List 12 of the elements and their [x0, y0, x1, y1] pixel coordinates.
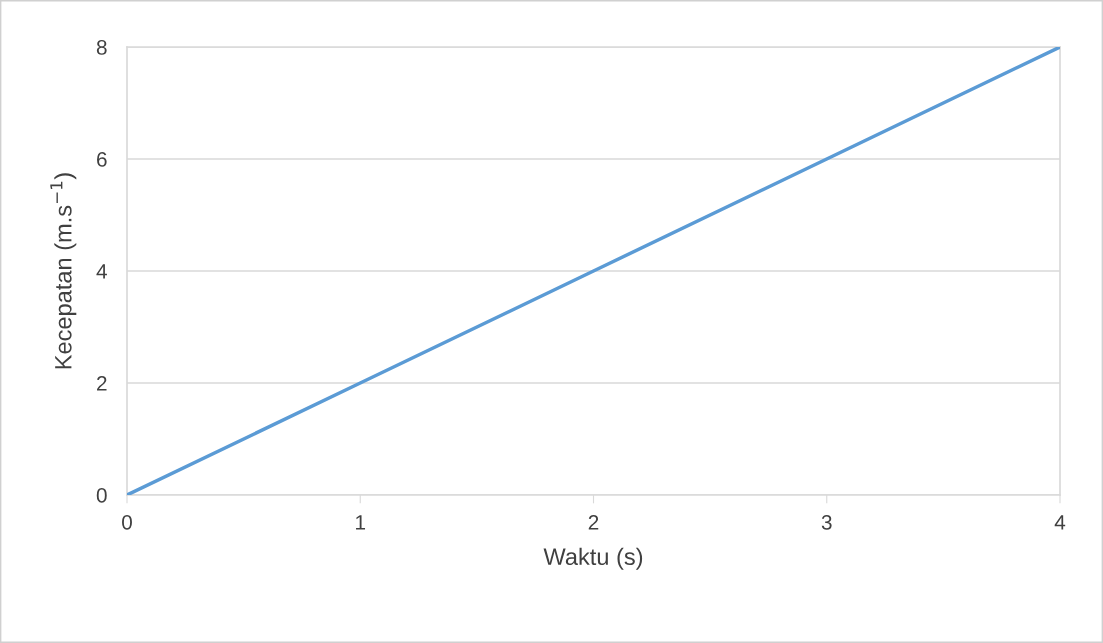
y-tick-label: 6	[97, 152, 107, 167]
x-axis-title: Waktu (s)	[543, 547, 643, 570]
x-tick-label: 2	[588, 514, 599, 530]
y-tick-label: 2	[97, 376, 107, 391]
y-tick-label: 0	[96, 488, 107, 503]
y-tick-label: 8	[96, 40, 107, 55]
y-tick-label: 4	[96, 264, 107, 279]
x-tick-label: 0	[122, 514, 132, 530]
x-tick-label: 1	[356, 515, 366, 530]
y-axis-title: Kecepatan (m.s$^{−1}$)	[50, 173, 77, 369]
x-tick-label: 4	[1054, 515, 1066, 530]
x-tick-label: 3	[821, 514, 832, 530]
